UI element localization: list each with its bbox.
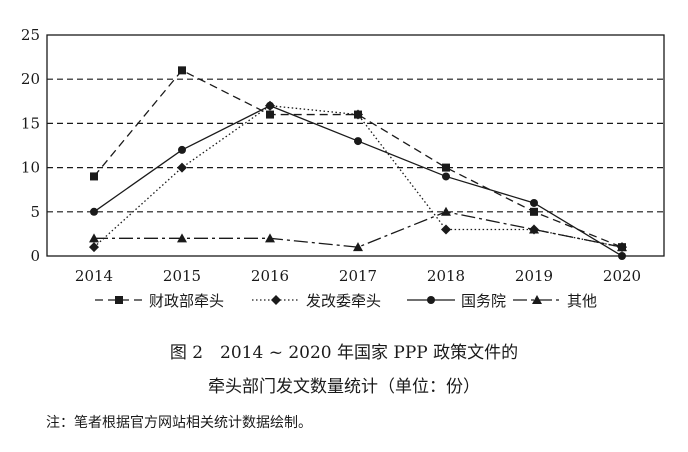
x-tick-label: 2015	[163, 267, 201, 285]
series-3	[90, 101, 626, 260]
data-point-square	[266, 110, 274, 119]
data-point-circle	[618, 252, 626, 260]
legend-marker-diamond	[271, 295, 281, 305]
data-point-triangle	[617, 242, 627, 252]
y-axis-ticks: 0 5 10 15 20 25	[21, 26, 40, 265]
y-tick-label: 10	[21, 159, 40, 177]
data-point-circle	[442, 172, 450, 181]
figure-caption-line2: 牵头部门发文数量统计（单位：份）	[208, 377, 480, 397]
x-tick-label: 2018	[427, 267, 465, 285]
legend-item-1: 财政部牵头	[95, 292, 224, 310]
legend-marker-triangle	[532, 295, 542, 304]
data-point-triangle	[441, 206, 451, 216]
y-tick-label: 5	[30, 203, 40, 221]
x-tick-label: 2020	[603, 267, 641, 285]
series-line	[93, 105, 623, 248]
x-tick-label: 2017	[339, 267, 377, 285]
legend-marker-square	[115, 296, 123, 304]
plot-frame	[46, 34, 665, 257]
legend-label: 其他	[567, 292, 597, 310]
data-point-diamond	[89, 242, 99, 253]
data-point-square	[442, 163, 450, 172]
gridlines	[47, 78, 664, 213]
y-tick-label: 15	[21, 114, 40, 132]
series-line	[93, 69, 623, 248]
data-point-square	[90, 172, 98, 181]
data-point-circle	[90, 207, 98, 216]
legend-label: 财政部牵头	[149, 292, 224, 310]
x-tick-label: 2016	[251, 267, 289, 285]
series-layer	[89, 66, 627, 260]
data-point-triangle	[265, 233, 275, 243]
data-point-diamond	[177, 162, 187, 173]
figure-caption-line1: 图 2 2014 ~ 2020 年国家 PPP 政策文件的	[169, 343, 519, 363]
source-note: 注：笔者根据官方网站相关统计数据绘制。	[46, 415, 312, 431]
series-line	[93, 105, 623, 257]
data-point-square	[178, 66, 186, 75]
data-point-triangle	[89, 233, 99, 243]
legend: 财政部牵头 发改委牵头 国务院 其他	[95, 292, 597, 310]
data-point-triangle	[529, 224, 539, 234]
y-tick-label: 20	[21, 70, 40, 88]
legend-item-2: 发改委牵头	[252, 292, 381, 310]
legend-item-3: 国务院	[407, 292, 506, 310]
x-axis-ticks: 2014 2015 2016 2017 2018 2019 2020	[75, 267, 641, 285]
x-tick-label: 2014	[75, 267, 113, 285]
legend-item-4: 其他	[513, 292, 597, 310]
data-point-triangle	[353, 242, 363, 252]
data-point-circle	[354, 137, 362, 146]
data-point-circle	[178, 145, 186, 154]
data-point-diamond	[353, 109, 363, 120]
legend-label: 国务院	[461, 292, 506, 310]
series-line	[94, 211, 623, 248]
data-point-square	[530, 207, 538, 216]
x-tick-label: 2019	[515, 267, 553, 285]
data-point-diamond	[441, 224, 451, 235]
data-point-triangle	[177, 233, 187, 243]
y-tick-label: 0	[30, 247, 40, 265]
y-tick-label: 25	[21, 26, 40, 44]
data-point-circle	[266, 101, 274, 110]
series-4	[89, 206, 627, 252]
data-point-circle	[530, 198, 538, 207]
legend-marker-circle	[427, 296, 435, 304]
legend-label: 发改委牵头	[306, 292, 381, 310]
